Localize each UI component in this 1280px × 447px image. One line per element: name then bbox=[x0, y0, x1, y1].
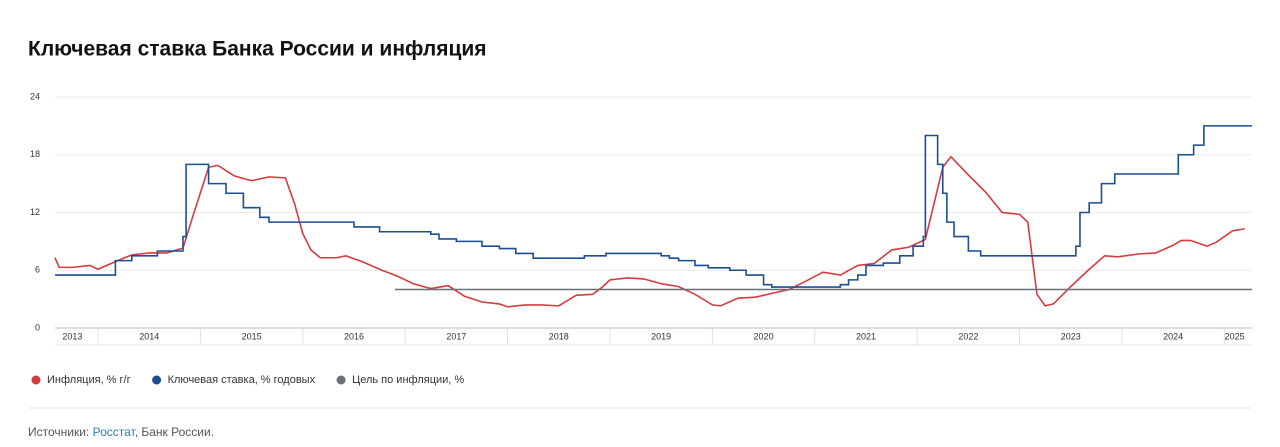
chart-title: Ключевая ставка Банка России и инфляция bbox=[28, 38, 487, 61]
series-line bbox=[55, 125, 1252, 288]
y-tick-label: 6 bbox=[35, 265, 40, 275]
x-tick-label: 2022 bbox=[958, 331, 978, 341]
y-tick-label: 0 bbox=[35, 322, 40, 332]
source-link[interactable]: Росстат bbox=[92, 425, 135, 439]
x-tick-label: 2014 bbox=[139, 331, 159, 341]
x-tick-label: 2017 bbox=[446, 331, 466, 341]
legend-label: Инфляция, % г/г bbox=[47, 374, 131, 386]
x-tick-label: 2016 bbox=[344, 331, 364, 341]
x-tick-label: 2023 bbox=[1061, 331, 1081, 341]
x-tick-label: 2020 bbox=[754, 331, 774, 341]
x-tick-label: 2021 bbox=[856, 331, 876, 341]
x-tick-label: 2025 bbox=[1225, 331, 1245, 341]
source-label: Источники: bbox=[28, 425, 90, 439]
x-tick-label: 2018 bbox=[549, 331, 569, 341]
y-tick-label: 24 bbox=[30, 91, 40, 101]
source-rest: , Банк России. bbox=[134, 425, 215, 439]
legend-marker bbox=[31, 375, 41, 385]
legend-marker bbox=[336, 375, 346, 385]
x-tick-label: 2024 bbox=[1163, 331, 1183, 341]
y-tick-label: 12 bbox=[30, 207, 40, 217]
x-tick-label: 2015 bbox=[242, 331, 262, 341]
series-line bbox=[54, 155, 1245, 308]
legend-label: Цель по инфляции, % bbox=[352, 374, 464, 386]
x-tick-label: 2019 bbox=[651, 331, 671, 341]
legend-label: Ключевая ставка, % годовых bbox=[168, 374, 316, 386]
legend-marker bbox=[152, 375, 162, 385]
source: Источники: Росстат, Банк России. bbox=[28, 425, 214, 439]
y-tick-label: 18 bbox=[30, 149, 40, 159]
x-tick-label: 2013 bbox=[62, 331, 82, 341]
